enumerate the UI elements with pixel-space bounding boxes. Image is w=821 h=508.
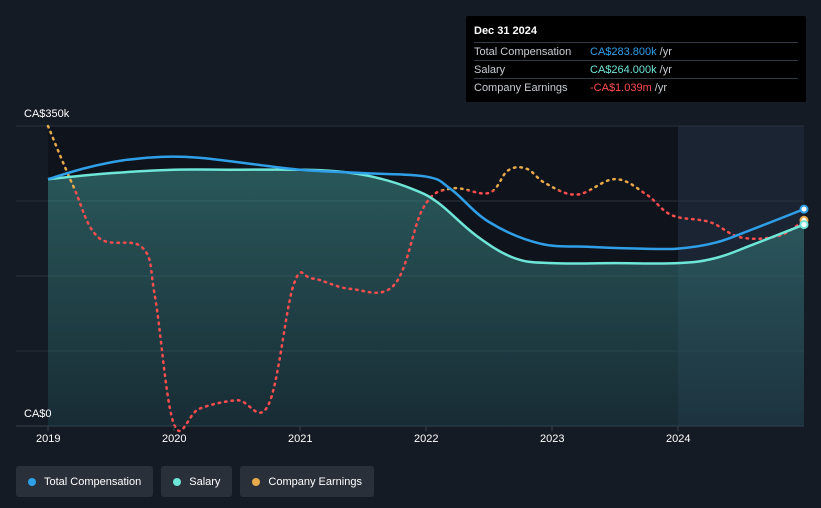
tooltip-unit: /yr bbox=[654, 81, 667, 94]
legend-label: Total Compensation bbox=[44, 475, 142, 488]
legend-label: Company Earnings bbox=[268, 475, 362, 488]
tooltip: Dec 31 2024 Total Compensation CA$283.80… bbox=[466, 16, 806, 102]
legend-dot-icon bbox=[28, 477, 36, 486]
x-tick-label: 2019 bbox=[36, 433, 61, 445]
legend-dot-icon bbox=[252, 477, 261, 486]
legend-salary[interactable]: Salary bbox=[161, 466, 233, 497]
tooltip-value: -CA$1.039m bbox=[590, 81, 652, 94]
legend: Total Compensation Salary Company Earnin… bbox=[16, 466, 374, 497]
tooltip-row-earnings: Company Earnings -CA$1.039m /yr bbox=[474, 78, 798, 96]
tooltip-unit: /yr bbox=[659, 63, 672, 76]
y-axis-label-max: CA$350k bbox=[24, 108, 70, 120]
tooltip-row-salary: Salary CA$264.000k /yr bbox=[474, 60, 798, 78]
tooltip-date: Dec 31 2024 bbox=[474, 25, 537, 37]
legend-total-compensation[interactable]: Total Compensation bbox=[16, 466, 154, 497]
total-compensation-line bbox=[47, 155, 805, 251]
tooltip-label: Company Earnings bbox=[474, 81, 568, 94]
salary-line bbox=[47, 168, 805, 265]
salary-area bbox=[48, 169, 804, 426]
legend-company-earnings[interactable]: Company Earnings bbox=[240, 466, 374, 497]
salary-end-point bbox=[799, 220, 809, 230]
earnings-line-negative bbox=[73, 190, 806, 433]
tooltip-label: Salary bbox=[474, 63, 506, 76]
x-tick-label: 2024 bbox=[666, 433, 691, 445]
legend-dot-icon bbox=[173, 477, 182, 486]
tooltip-label: Total Compensation bbox=[474, 45, 572, 58]
y-axis-label-zero: CA$0 bbox=[24, 408, 52, 420]
x-tick-label: 2023 bbox=[540, 433, 565, 445]
total-compensation-end-point bbox=[799, 204, 809, 214]
tooltip-unit: /yr bbox=[659, 45, 672, 58]
tooltip-row-total: Total Compensation CA$283.800k /yr bbox=[474, 42, 798, 60]
x-tick-label: 2020 bbox=[162, 433, 187, 445]
legend-label: Salary bbox=[189, 475, 221, 488]
x-tick-label: 2021 bbox=[288, 433, 313, 445]
x-tick-label: 2022 bbox=[414, 433, 439, 445]
tooltip-value: CA$283.800k bbox=[590, 45, 657, 58]
tooltip-value: CA$264.000k bbox=[590, 63, 657, 76]
